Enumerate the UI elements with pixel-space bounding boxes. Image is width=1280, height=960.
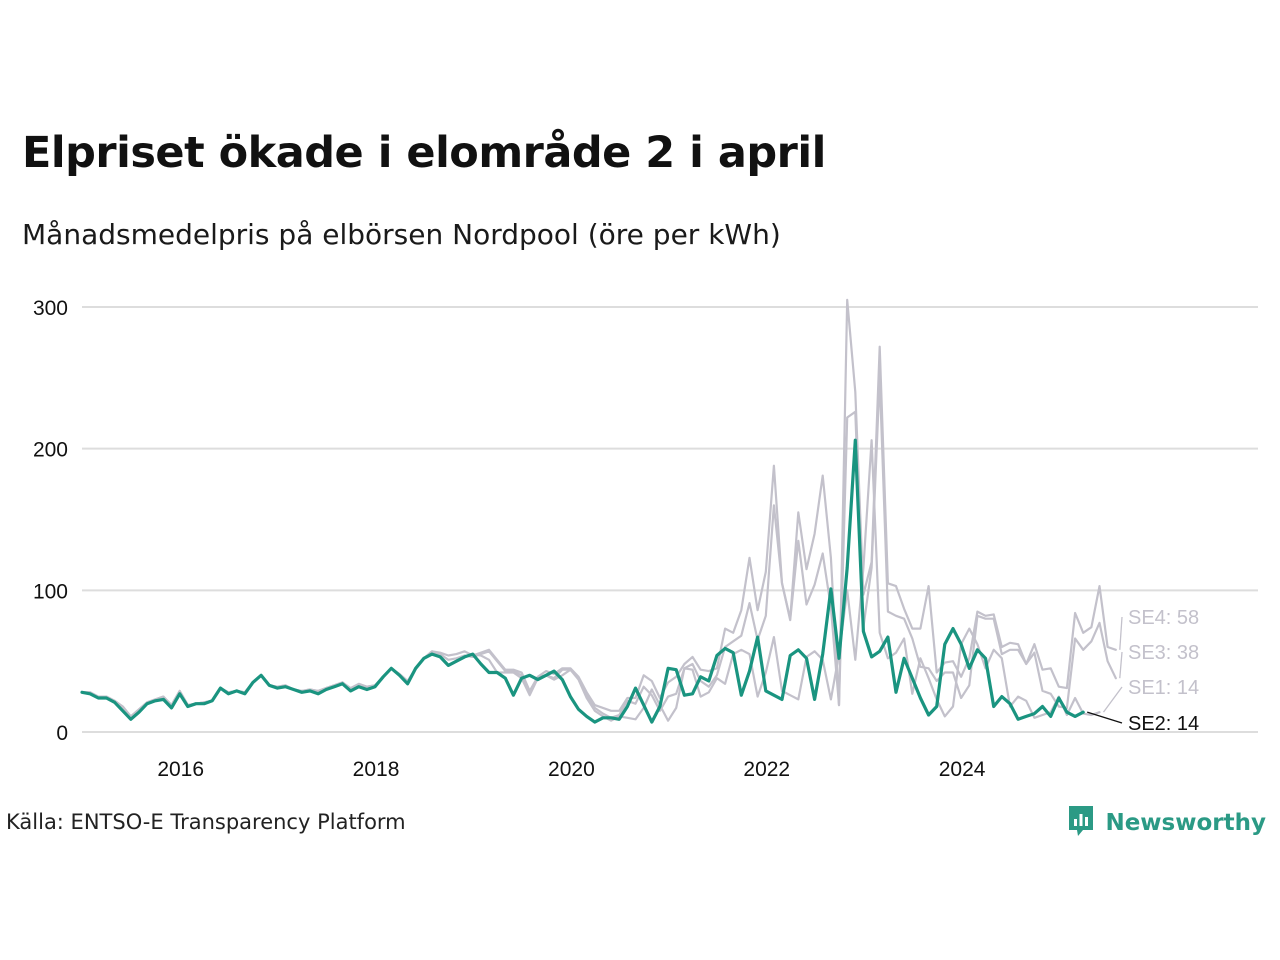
series-lines [80,298,1117,724]
x-tick-label: 2018 [353,758,400,781]
y-axis-ticks: 0 100 200 300 [33,297,68,745]
brand-name: Newsworthy [1105,810,1266,836]
y-tick-label: 0 [56,722,68,745]
series-end-labels: SE4: 58 SE3: 38 SE1: 14 SE2: 14 [1087,607,1199,735]
brand-logo: Newsworthy [1067,804,1266,842]
x-tick-label: 2024 [939,758,986,781]
end-label-se4: SE4: 58 [1128,607,1199,629]
chart-subtitle: Månadsmedelpris på elbörsen Nordpool (ör… [22,218,781,251]
end-label-connector [1087,711,1123,724]
x-tick-label: 2022 [743,758,790,781]
series-line-se1 [80,439,1101,722]
x-tick-label: 2016 [157,758,204,781]
gridlines [82,306,1258,733]
chart-title: Elpriset ökade i elområde 2 i april [22,128,826,178]
series-line-se2 [80,438,1085,724]
newsworthy-logo-icon [1067,804,1095,842]
end-label-se1: SE1: 14 [1128,677,1199,699]
end-label-se3: SE3: 38 [1128,642,1199,664]
source-note: Källa: ENTSO-E Transparency Platform [6,810,406,834]
x-axis-ticks: 2016 2018 2020 2022 2024 [157,758,985,781]
end-label-se2: SE2: 14 [1128,713,1199,735]
y-tick-label: 300 [33,297,68,320]
end-label-connector [1119,616,1123,650]
y-tick-label: 200 [33,439,68,462]
series-line-se3 [80,376,1117,719]
end-label-connector [1119,651,1123,679]
end-label-connector [1102,686,1123,713]
y-tick-label: 100 [33,580,68,603]
x-tick-label: 2020 [548,758,595,781]
